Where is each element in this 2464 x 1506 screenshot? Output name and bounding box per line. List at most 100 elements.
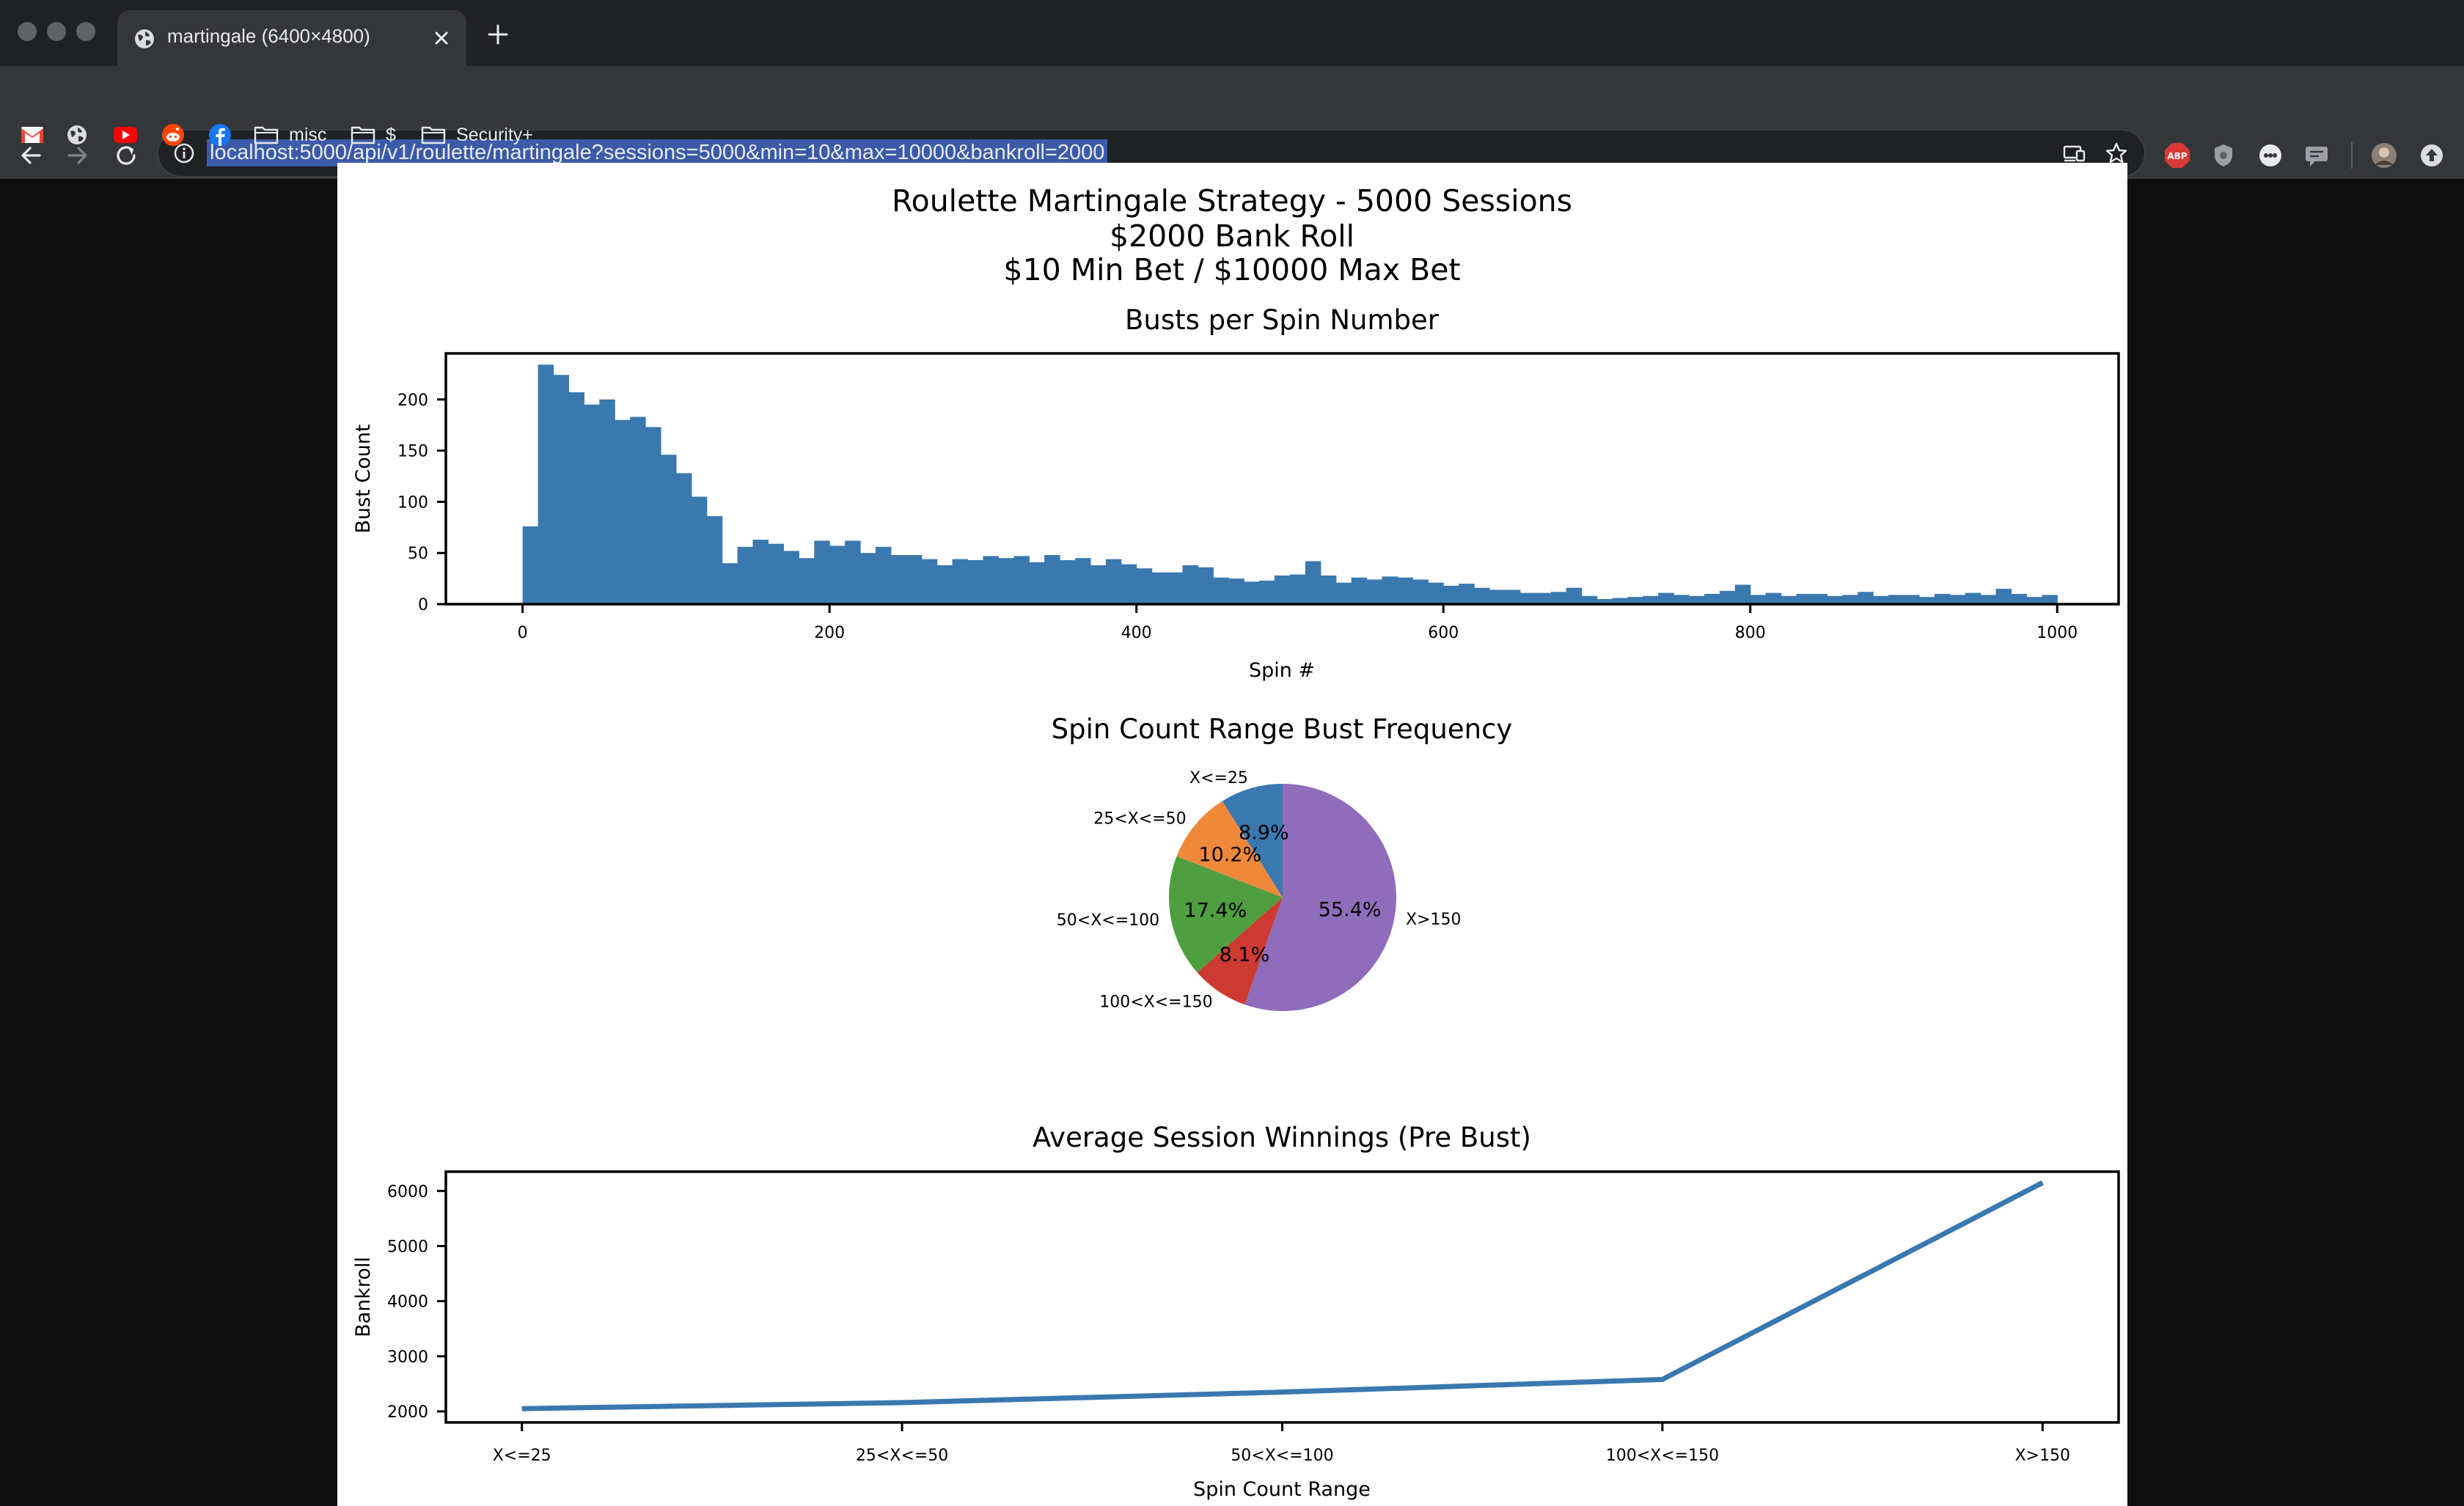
histogram-bar (1550, 592, 1567, 604)
abp-label: ABP (2167, 151, 2187, 161)
histogram-bar (936, 565, 953, 604)
back-arrow-icon[interactable] (16, 141, 45, 170)
y-tick-label: 100 (397, 493, 428, 512)
histogram-bar (783, 551, 799, 604)
histogram-bar (906, 554, 923, 604)
histogram-bar (1275, 575, 1291, 604)
histogram-bar (1888, 595, 1904, 604)
y-tick-label: 150 (397, 443, 428, 461)
histogram-bar (1029, 562, 1045, 604)
figure-title-line-1: Roulette Martingale Strategy - 5000 Sess… (892, 183, 1572, 218)
window-close-button[interactable] (18, 22, 37, 41)
adblock-plus-icon[interactable]: ABP (2163, 142, 2191, 169)
site-info-icon[interactable] (173, 142, 195, 164)
facebook-icon (209, 124, 231, 146)
histogram-bar (1596, 599, 1613, 604)
window-zoom-button[interactable] (76, 22, 95, 41)
folder-icon (254, 126, 279, 144)
y-axis-label: Bust Count (352, 424, 375, 533)
histogram-bar (1750, 595, 1767, 604)
window-minimize-button[interactable] (47, 22, 66, 41)
histogram-bar (1934, 594, 1951, 604)
pie-slice (1176, 801, 1283, 897)
bookmark-folder-security[interactable]: Security+ (421, 122, 533, 148)
average-winnings-line-chart: Average Session Winnings (Pre Bust) X<=2… (352, 1122, 2120, 1501)
update-icon[interactable] (2418, 142, 2446, 169)
histogram-bar (1965, 592, 1981, 604)
profile-avatar[interactable] (2370, 142, 2398, 169)
y-tick-label: 5000 (387, 1238, 428, 1256)
histogram-bar (1013, 556, 1030, 604)
install-app-icon[interactable] (2062, 142, 2086, 165)
plot-frame (444, 352, 2120, 606)
pie-category-label: X>150 (1406, 911, 1462, 929)
x-tick-label: 50<X<=100 (1231, 1447, 1333, 1465)
histogram-bar (1535, 592, 1552, 604)
tab-martingale[interactable]: martingale (6400×4800) (117, 10, 466, 66)
histogram-bar (1765, 592, 1782, 604)
y-tick-label: 4000 (387, 1293, 428, 1312)
histogram-bar (1673, 595, 1690, 604)
y-axis-label: Bankroll (352, 1257, 375, 1337)
histogram-bar (1213, 577, 1229, 604)
histogram-bar (1734, 584, 1751, 604)
extension-dots-icon[interactable] (2256, 142, 2284, 169)
x-tick-label: 600 (1428, 624, 1459, 642)
histogram-bar (1335, 582, 1352, 604)
globe-icon (135, 29, 154, 48)
histogram-bar (814, 540, 830, 604)
histogram-bar (1995, 589, 2012, 604)
y-tick-label: 200 (397, 392, 428, 410)
y-tick-label: 6000 (387, 1183, 428, 1201)
histogram-bar (737, 546, 754, 604)
histogram-bar (675, 473, 692, 604)
x-axis-ticks: X<=25 25<X<=50 50<X<=100 100<X<=150 X>150 (493, 1422, 2070, 1465)
histogram-bar (1074, 558, 1091, 604)
histogram-bar (1289, 574, 1306, 604)
bookmark-youtube[interactable] (113, 122, 138, 148)
bookmark-gmail[interactable] (21, 122, 44, 148)
forward-arrow-icon[interactable] (63, 141, 92, 170)
x-axis-ticks: 0 200 400 600 800 1000 (518, 604, 2078, 642)
bookmark-reddit[interactable] (161, 122, 185, 148)
histogram-bar (1904, 595, 1920, 604)
extension-shield-icon[interactable] (2210, 142, 2237, 169)
reload-icon[interactable] (111, 141, 141, 170)
bookmark-label: Security+ (456, 124, 533, 145)
y-tick-label: 3000 (387, 1348, 428, 1367)
toolbar-divider (2351, 142, 2353, 169)
star-icon[interactable] (2105, 142, 2128, 165)
pie-category-label: X<=25 (1189, 769, 1248, 787)
x-tick-label: X<=25 (493, 1447, 551, 1465)
x-tick-label: 400 (1121, 624, 1152, 642)
bookmark-folder-dollar[interactable]: $ (351, 122, 396, 148)
bookmark-facebook[interactable] (208, 122, 232, 148)
new-tab-plus-icon[interactable] (485, 22, 510, 47)
y-tick-label: 0 (418, 596, 428, 614)
bookmark-web[interactable] (66, 122, 88, 148)
pie-pct-label: 8.1% (1220, 944, 1270, 966)
extension-chat-icon[interactable] (2303, 142, 2331, 169)
histogram-bar (1121, 564, 1137, 604)
histogram-bar (1167, 572, 1184, 604)
histogram-bar (2011, 594, 2028, 604)
histogram-bar (1980, 595, 1997, 604)
histogram-bar (1244, 581, 1260, 604)
y-tick-label: 50 (408, 545, 428, 563)
histogram-bar (2042, 595, 2058, 604)
histogram-bar (1366, 579, 1383, 604)
pie-pct-label: 10.2% (1198, 844, 1261, 867)
figure-image: Roulette Martingale Strategy - 5000 Sess… (352, 183, 2120, 1501)
histogram-bar (1060, 559, 1076, 604)
x-tick-label: 200 (814, 624, 845, 642)
histogram-bar (1781, 595, 1797, 604)
close-icon[interactable] (430, 26, 453, 50)
chart-title: Busts per Spin Number (1125, 304, 1440, 336)
histogram-bar (921, 559, 938, 604)
histogram-bar (1259, 580, 1275, 604)
pie-pct-label: 55.4% (1319, 899, 1382, 922)
pie-slice (1169, 856, 1283, 973)
histogram-bar (1090, 565, 1107, 604)
bookmark-folder-misc[interactable]: misc (254, 122, 326, 148)
histogram-bar (1827, 595, 1843, 604)
